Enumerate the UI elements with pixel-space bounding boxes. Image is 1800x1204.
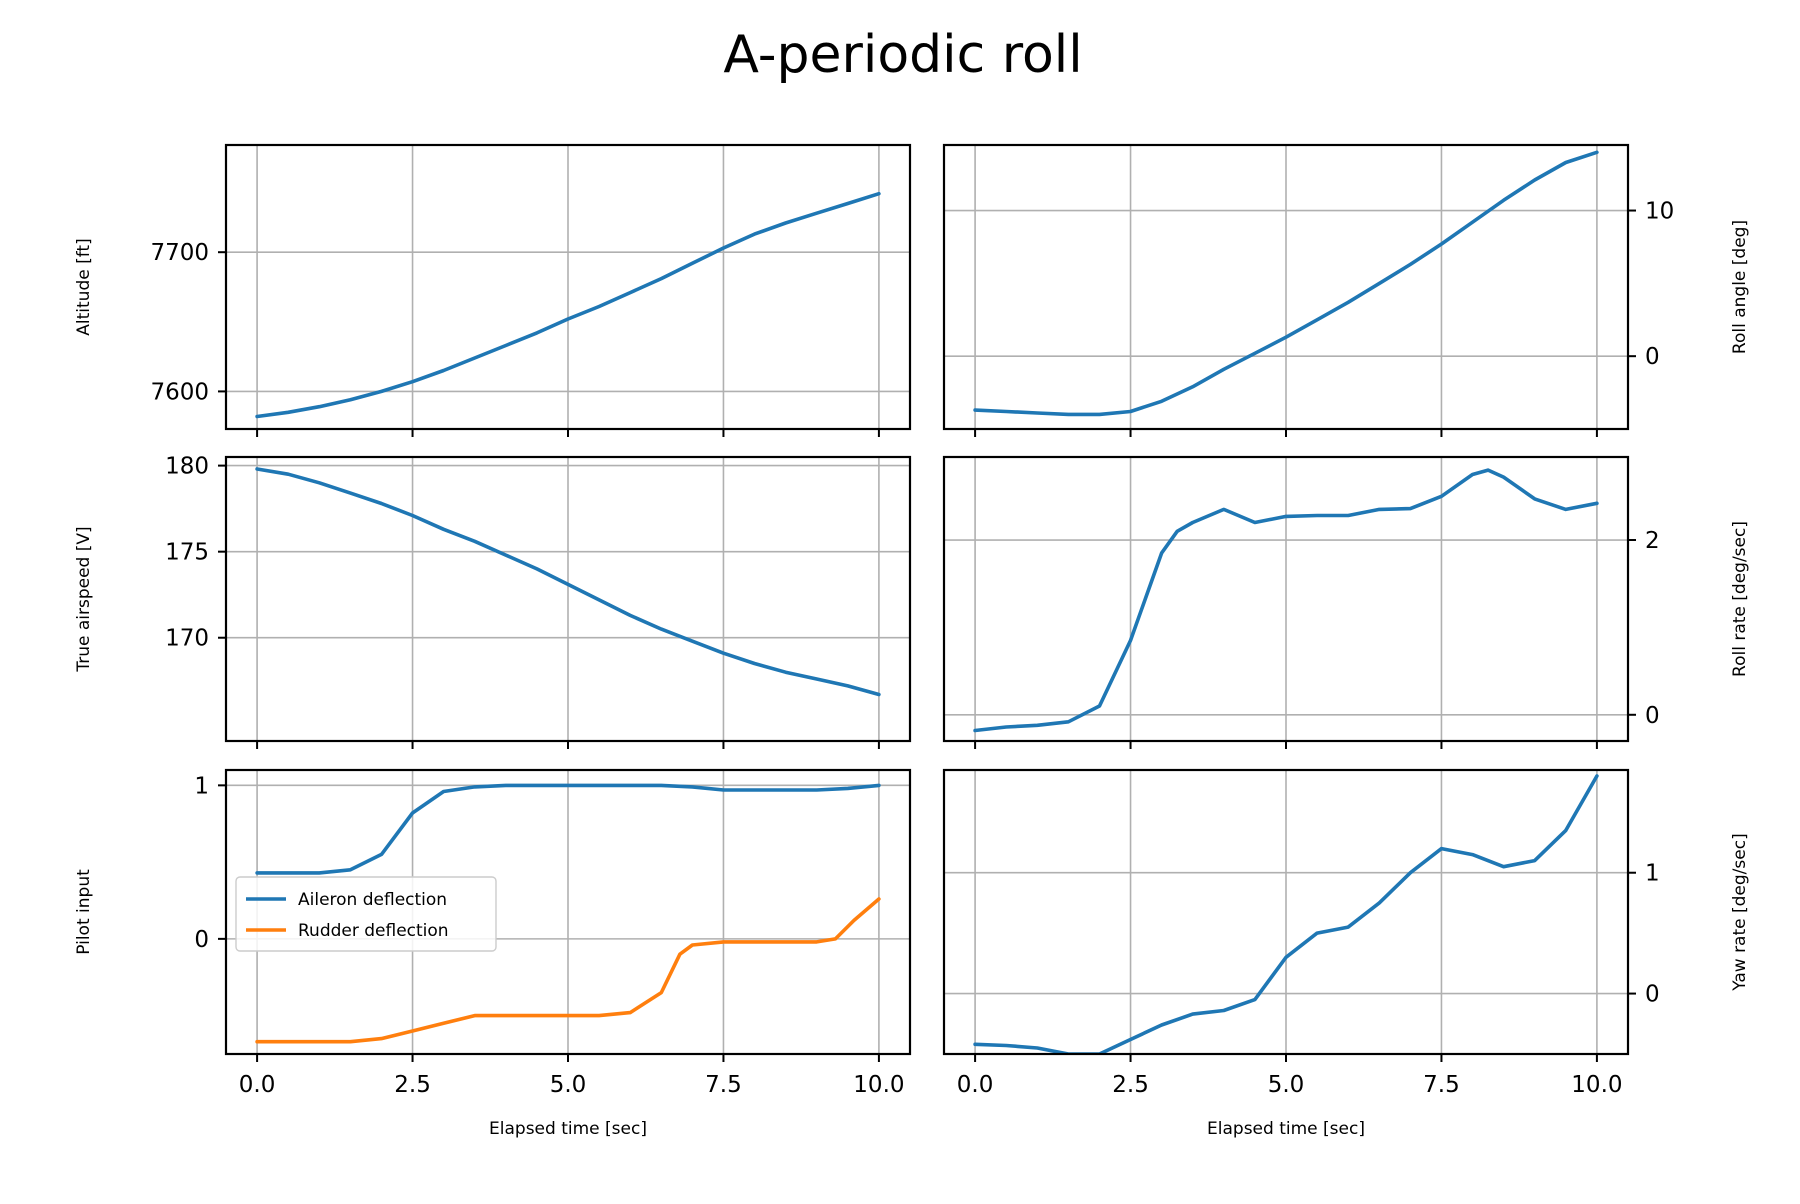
panel-roll-rate: 0 2 Roll rate [deg/sec] [942,455,1750,749]
y-axis-label: Yaw rate [deg/sec] [1730,833,1750,991]
x-tick-label: 10.0 [1571,1072,1622,1098]
series-line-altitude-0 [255,191,881,419]
legend-label: Rudder deflection [298,921,449,941]
panel-roll-angle: 0 10 Roll angle [deg] [942,143,1750,437]
x-tick-label: 7.5 [1423,1072,1460,1098]
y-tick-label: 1 [194,773,209,799]
x-tick-label: 7.5 [705,1072,742,1098]
y-tick-label: 170 [165,626,209,652]
panel-airspeed: 170 175 180 True airspeed [V] [74,454,912,749]
x-tick-label: 2.5 [1112,1072,1149,1098]
legend-box [235,876,497,952]
panel-pilot-input: 0.0 2.5 5.0 7.5 10.0 0 1 Pilot input Elapsed tim… [74,768,912,1139]
series-line-pilot-input-0 [255,783,881,875]
x-tick-label: 5.0 [1268,1072,1305,1098]
series-line-roll-angle-0 [973,150,1599,417]
y-tick-label: 7600 [150,379,209,405]
y-tick-label: 0 [1645,982,1660,1008]
y-tick-label: 180 [165,454,209,480]
y-axis-label: Pilot input [74,869,94,955]
x-tick-label: 0.0 [239,1072,276,1098]
y-tick-label: 0 [1645,344,1660,370]
legend-label: Aileron deflection [298,890,447,910]
legend: Aileron deflection Rudder deflection [235,876,497,952]
series-line-airspeed-0 [255,467,881,697]
y-tick-label: 0 [194,927,209,953]
y-tick-label: 175 [165,540,209,566]
panel-yaw-rate: 0.0 2.5 5.0 7.5 10.0 0 1 Yaw rate [deg/sec] Elap… [942,768,1750,1139]
y-axis-label: True airspeed [V] [74,526,94,672]
y-tick-label: 0 [1645,703,1660,729]
series-line-yaw-rate-0 [973,774,1599,1054]
x-tick-label: 2.5 [394,1072,431,1098]
y-tick-label: 10 [1645,199,1674,225]
y-tick-label: 2 [1645,528,1660,554]
series-line-roll-rate-0 [973,468,1599,733]
x-axis-label: Elapsed time [sec] [489,1119,647,1139]
x-tick-label: 0.0 [957,1072,994,1098]
x-tick-label: 10.0 [853,1072,904,1098]
y-tick-label: 1 [1645,861,1660,887]
series-line-pilot-input-1 [255,897,881,1044]
panel-altitude: 7600 7700 Altitude [ft] [74,143,912,437]
y-axis-label: Altitude [ft] [74,238,94,335]
x-tick-label: 5.0 [550,1072,587,1098]
x-axis-label: Elapsed time [sec] [1207,1119,1365,1139]
y-axis-label: Roll rate [deg/sec] [1730,521,1750,677]
y-axis-label: Roll angle [deg] [1730,220,1750,354]
y-tick-label: 7700 [150,240,209,266]
figure-title: A-periodic roll [723,25,1082,85]
